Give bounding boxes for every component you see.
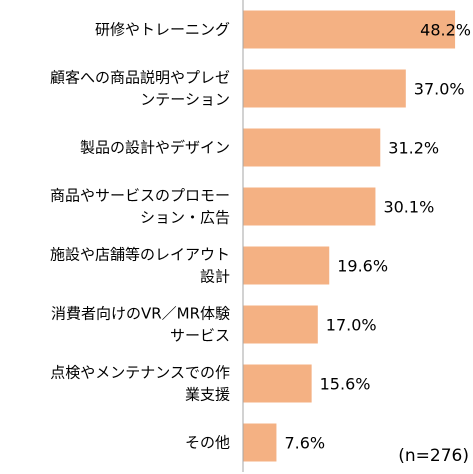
bar-1	[243, 69, 406, 108]
category-label-6: 点検やメンテナンスでの作業支援	[50, 364, 230, 404]
value-label-2: 31.2%	[388, 139, 439, 158]
bar-5	[243, 305, 318, 344]
bar-2	[243, 128, 381, 167]
category-label-0: 研修やトレーニング	[95, 21, 230, 39]
category-label-4: 施設や店舗等のレイアウト設計	[50, 246, 230, 286]
value-label-6: 15.6%	[320, 375, 371, 394]
sample-size-annotation: (n=276)	[398, 446, 469, 466]
value-label-1: 37.0%	[414, 80, 465, 99]
bars-layer	[243, 10, 456, 462]
value-label-4: 19.6%	[337, 257, 388, 276]
category-label-1: 顧客への商品説明やプレゼンテーション	[50, 69, 230, 109]
category-label-7: その他	[185, 434, 230, 452]
bar-6	[243, 364, 312, 403]
value-label-7: 7.6%	[284, 434, 325, 453]
category-label-3: 商品やサービスのプロモーション・広告	[50, 187, 230, 227]
bar-4	[243, 246, 330, 285]
value-label-0: 48.2%	[420, 21, 471, 40]
category-labels: 研修やトレーニング顧客への商品説明やプレゼンテーション製品の設計やデザイン商品や…	[50, 21, 230, 452]
value-label-5: 17.0%	[326, 316, 377, 335]
bar-0	[243, 10, 456, 49]
value-label-3: 30.1%	[383, 198, 434, 217]
category-label-2: 製品の設計やデザイン	[80, 139, 230, 157]
category-label-5: 消費者向けのVR／MR体験サービス	[51, 305, 230, 345]
bar-7	[243, 423, 277, 462]
value-labels: 48.2% 37.0% 31.2% 30.1% 19.6% 17.0% 15.6% 7.6%	[284, 21, 471, 453]
bar-3	[243, 187, 376, 226]
